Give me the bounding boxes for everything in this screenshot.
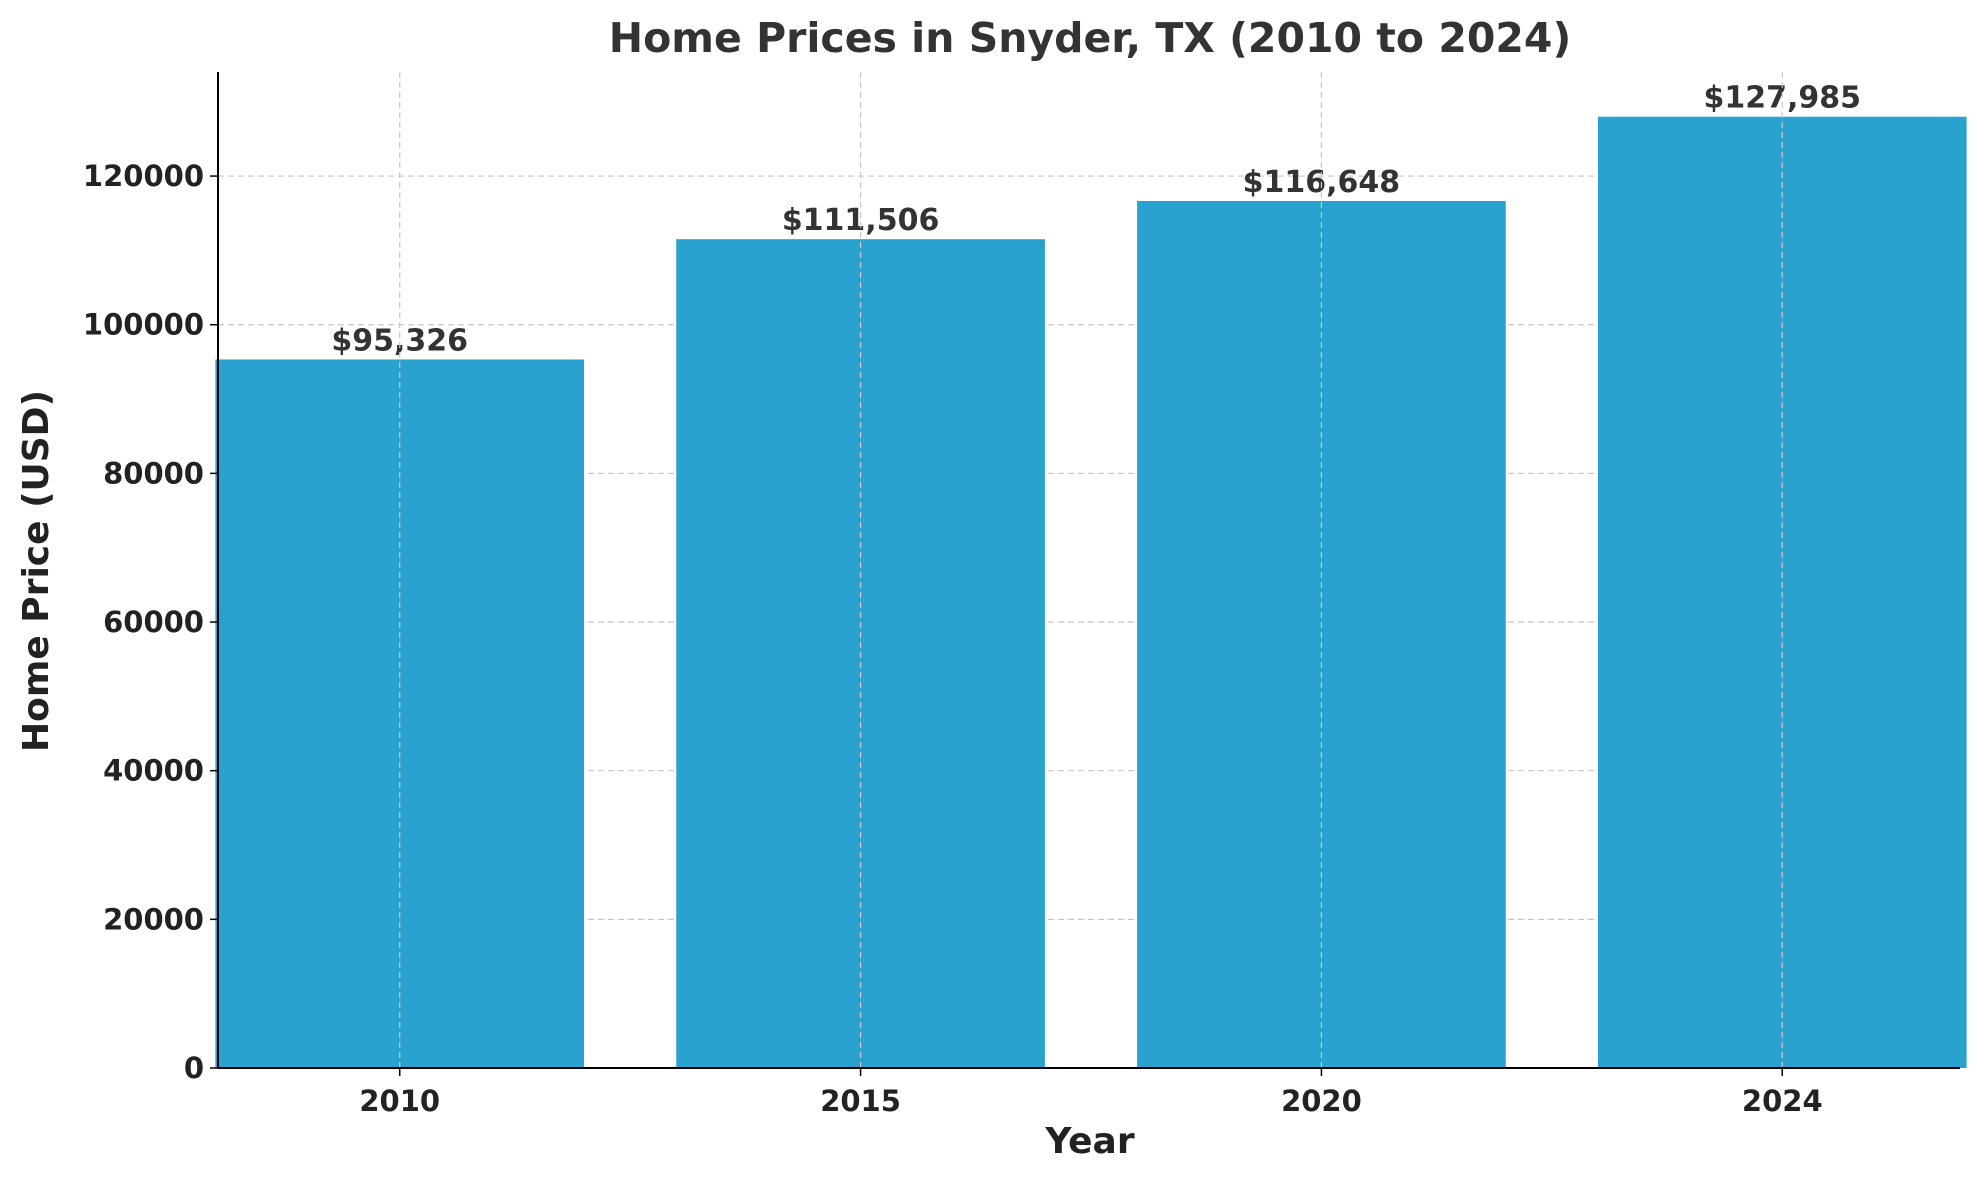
data-labels: $95,326$111,506$116,648$127,985: [331, 72, 1861, 1068]
y-tick-label-2: 40000: [103, 754, 204, 788]
chart-title: Home Prices in Snyder, TX (2010 to 2024): [609, 14, 1571, 62]
y-tick-label-5: 100000: [83, 308, 204, 342]
y-tick-label-4: 80000: [103, 456, 204, 490]
x-tick-label-2015: 2015: [820, 1084, 901, 1118]
bars: [215, 116, 1967, 1069]
x-tick-label-2024: 2024: [1742, 1084, 1823, 1118]
y-tick-label-3: 60000: [103, 605, 204, 639]
x-tick-label-2020: 2020: [1281, 1084, 1362, 1118]
y-tick-label-6: 120000: [83, 159, 204, 193]
x-tick-label-2010: 2010: [359, 1084, 440, 1118]
y-tick-label-0: 0: [184, 1051, 204, 1085]
y-axis-label: Home Price (USD): [16, 390, 57, 752]
axes: 0 20000 40000 60000 80000 100000 120000 2010 201…: [83, 72, 1960, 1118]
x-axis-label: Year: [1044, 1121, 1134, 1162]
y-tick-label-1: 20000: [103, 902, 204, 936]
